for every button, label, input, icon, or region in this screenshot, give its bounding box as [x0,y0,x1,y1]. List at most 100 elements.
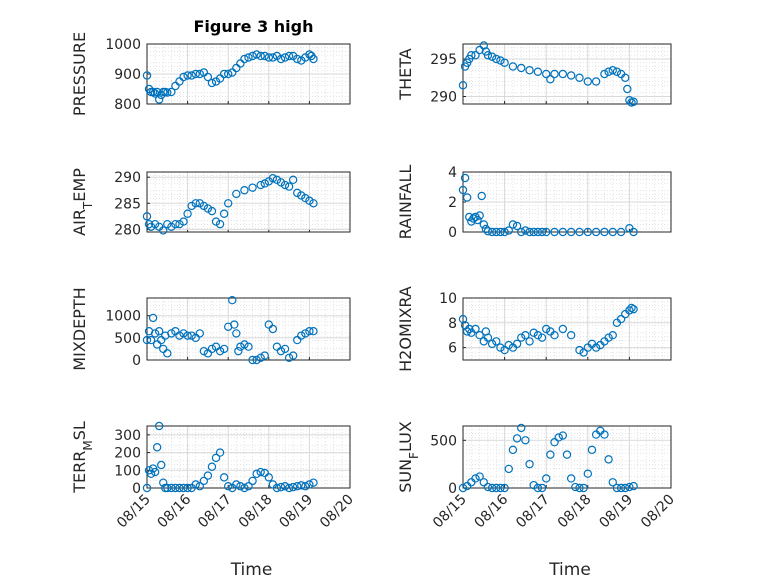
panel-3-data-point [558,227,568,237]
panel-0-ytick-label: 1000 [105,37,141,53]
panel-6-data-point [179,483,188,493]
panel-7-data-point [562,450,572,459]
panel-6-ytick-label: 100 [114,463,141,479]
panel-3-ytick-label: 2 [448,195,457,211]
panel-4-data-point [179,329,188,338]
panel-3-data-point [496,227,505,237]
panel-1-data-point [533,67,543,76]
panel-7-ytick-label: 0 [448,481,457,497]
panel-5-data-point [487,339,497,349]
panel-7-data-point [504,464,513,474]
panel-4-data-point [230,320,239,329]
panel-6-data-point [293,482,302,491]
panel-6-data-point [150,467,160,477]
panel-0-ylabel: PRESSURE [70,32,89,116]
panel-4-data-point [252,355,261,365]
panel-7-data-point [500,483,509,493]
panel-7-xtick-label: 08/16 [472,491,512,531]
panel-1-data-point [542,69,551,79]
panel-7-data-point [529,480,538,490]
panel-7-data-point [521,436,530,445]
panel-0-data-point [191,69,200,79]
panel-6-data-point [154,421,164,431]
panel-6-data-point [167,483,176,493]
panel-5-data-point [575,345,584,355]
panel-0-title: Figure 3 high [194,17,314,36]
panel-4-ytick-label: 1000 [105,309,141,325]
panel-6-data-point [284,483,294,493]
panel-3-data-point [504,226,513,235]
panel-3-data-point [475,211,484,220]
panel-1-data-point [471,51,480,60]
panel-2-ylabel: AIRTEMP [70,168,95,236]
panel-1-data-point [612,67,622,76]
panel-6-data-point [146,469,156,479]
panel-3-data-point [591,227,601,237]
panel-3-data-point [512,221,522,231]
panel-4-ytick-label: 0 [132,353,141,369]
panel-4-ylabel: MIXDEPTH [70,287,89,370]
panel-7-data-point [537,483,547,493]
panel-6-xtick-label: 08/15 [114,492,154,532]
panel-3-data-point [460,173,470,183]
panel-1-data-point [604,67,613,76]
panel-0-data-point [179,72,188,82]
panel-5-data-point [591,343,601,352]
panel-4-data-point [142,335,152,345]
panel-4-data-point [207,344,217,354]
panel-4-ytick-label: 500 [114,331,141,347]
panel-0-data-point [148,87,158,97]
panel-4-data-point [163,349,172,358]
panel-6-xtick-label: 08/17 [195,492,235,532]
panel-1-data-point [608,66,617,75]
panel-3-data-point [487,227,497,237]
panel-1-data-point [629,97,638,106]
panel-7-xtick-label: 08/20 [638,492,678,532]
panel-3-data-point [500,227,509,237]
panel-5-data-point [525,337,534,346]
panel-6-data-point [280,482,290,491]
panel-6-ytick-label: 300 [114,428,141,444]
panel-1-data-point [575,73,584,82]
panel-5-axes-box [462,297,672,361]
panel-0-data-point [207,78,217,88]
panel-4-data-point [187,331,196,340]
panel-5-data-point [521,331,530,340]
panel-4-data-point [236,342,245,351]
panel-4-data-point [301,329,310,338]
panel-5-data-point [496,343,505,352]
panel-7-data-point [579,483,588,493]
panel-6-data-point [199,476,209,486]
panel-2-data-point [159,226,168,235]
panel-7-data-point [566,474,576,483]
panel-7-data-point [512,434,522,443]
panel-5-data-point [627,303,636,313]
panel-7-data-point [517,423,526,433]
panel-3-data-point [533,227,543,237]
panel-6-data-point [297,481,306,490]
panel-1-data-point [546,75,555,84]
panel-6-data-point [163,483,172,493]
panel-0-data-point [256,51,265,61]
panel-1-data-point [517,63,526,73]
panel-2-data-point [207,206,217,216]
panel-0-data-point [223,69,233,79]
panel-5-data-point [542,324,551,334]
panel-1-data-point [525,66,534,75]
panel-3-data-point [629,227,638,237]
panel-2-ytick-label: 285 [114,196,141,212]
panel-7-data-point [508,445,518,455]
panel-1-data-point [500,58,509,67]
panel-7-data-point [550,438,559,447]
panel-7-data-point [471,474,480,483]
panel-5-data-point [579,348,588,357]
panel-2-data-point [256,180,265,190]
panel-1-data-point [583,77,593,86]
panel-3-data-point [473,215,482,225]
panel-0-data-point [187,71,196,80]
panel-6-ytick-label: 200 [114,446,141,462]
panel-2-data-point [268,174,278,183]
panel-7-data-point [546,450,555,459]
panel-6-data-point [244,482,253,491]
panel-1-data-point [475,45,484,55]
